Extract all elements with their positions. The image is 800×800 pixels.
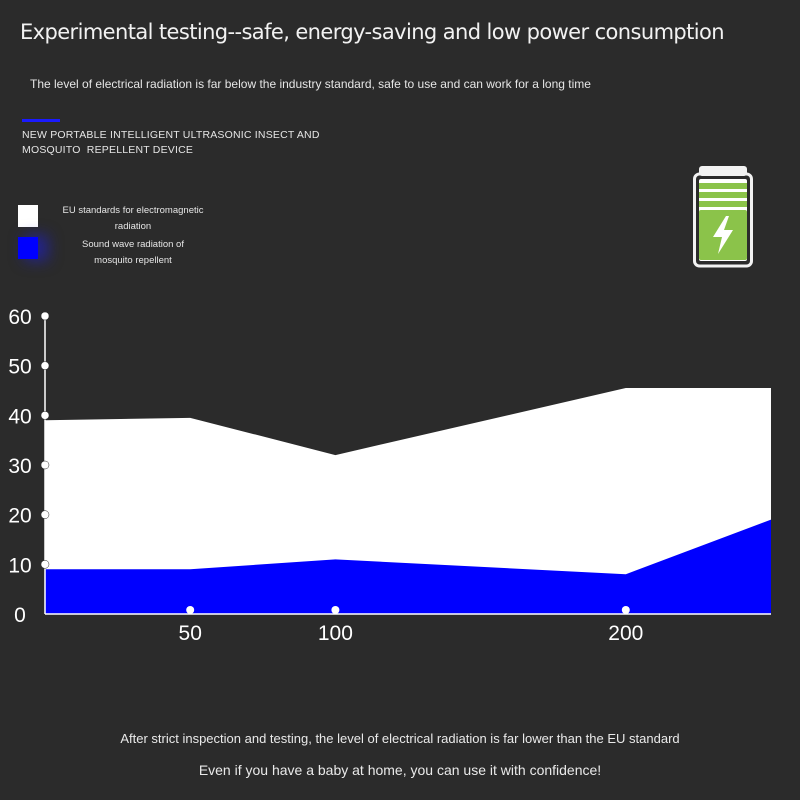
y-tick-marker (41, 312, 49, 320)
x-tick-marker (331, 606, 339, 614)
legend-label-line-1: EU standards for electromagnetic (58, 203, 208, 219)
y-tick-label: 40 (8, 405, 31, 428)
footer-statement: After strict inspection and testing, the… (0, 731, 800, 746)
y-tick-label: 10 (8, 554, 31, 577)
product-name-line-2: MOSQUITO REPELLENT DEVICE (22, 143, 342, 158)
y-tick-label: 0 (14, 604, 26, 627)
legend-swatch-white (18, 205, 38, 227)
legend-label-line-2: radiation (58, 219, 208, 235)
legend-swatch-blue (18, 237, 38, 259)
legend-label-line-1: Sound wave radiation of (58, 237, 208, 253)
x-tick-label: 100 (318, 622, 353, 645)
battery-charging-icon (693, 166, 753, 268)
y-tick-marker (41, 411, 49, 419)
legend-label-line-2: mosquito repellent (58, 253, 208, 269)
y-tick-label: 50 (8, 356, 31, 379)
y-tick-marker (41, 511, 49, 519)
x-tick-label: 50 (179, 622, 202, 645)
y-tick-label: 30 (8, 455, 31, 478)
legend-label-sound-wave: Sound wave radiation of mosquito repelle… (58, 237, 208, 269)
y-tick-marker (41, 362, 49, 370)
y-tick-label: 20 (8, 505, 31, 528)
y-tick-label: 60 (8, 306, 31, 329)
y-tick-marker (41, 461, 49, 469)
y-tick-marker (41, 560, 49, 568)
product-name-line-1: NEW PORTABLE INTELLIGENT ULTRASONIC INSE… (22, 128, 342, 143)
legend-label-eu-standard: EU standards for electromagnetic radiati… (58, 203, 208, 235)
x-tick-label: 200 (608, 622, 643, 645)
product-accent-line (22, 119, 60, 122)
page-title: Experimental testing--safe, energy-savin… (20, 20, 790, 44)
x-tick-marker (622, 606, 630, 614)
footer-reassurance: Even if you have a baby at home, you can… (0, 762, 800, 778)
product-name: NEW PORTABLE INTELLIGENT ULTRASONIC INSE… (22, 128, 342, 158)
page-subtitle: The level of electrical radiation is far… (30, 77, 790, 91)
radiation-chart: 0 10 20 30 40 50 60 50 100 200 (0, 300, 800, 660)
x-tick-marker (186, 606, 194, 614)
